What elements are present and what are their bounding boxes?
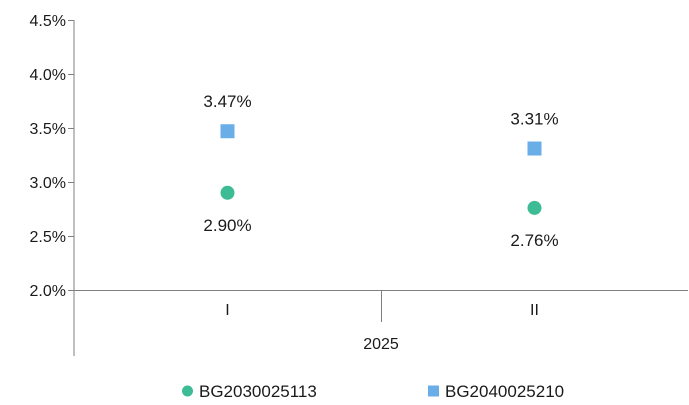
data-label: 2.90% <box>203 216 251 235</box>
data-point <box>527 200 542 215</box>
data-point <box>527 141 542 156</box>
legend-item: BG2040025210 <box>428 382 564 401</box>
y-tick-label: 4.5% <box>30 13 66 30</box>
data-point <box>220 124 235 139</box>
y-tick-label: 4.0% <box>30 67 66 84</box>
data-label: 3.31% <box>510 110 558 129</box>
data-point <box>220 185 235 200</box>
y-tick-label: 3.0% <box>30 175 66 192</box>
y-tick-label: 2.0% <box>30 283 66 300</box>
data-label: 3.47% <box>203 92 251 111</box>
x-group-label: 2025 <box>363 336 399 353</box>
legend: BG2030025113 BG2040025210 <box>182 382 564 401</box>
data-label: 2.76% <box>510 231 558 250</box>
x-category-label: I <box>225 302 229 319</box>
legend-label: BG2040025210 <box>445 382 564 401</box>
legend-marker <box>428 385 439 397</box>
y-tick-label: 3.5% <box>30 121 66 138</box>
x-category-label: II <box>530 302 539 319</box>
legend-marker <box>182 385 193 397</box>
series-BG2030025113: 2.90% 2.76% <box>203 185 559 250</box>
y-axis: 2.0% 2.5% 3.0% 3.5% 4.0% 4.5% <box>30 13 75 356</box>
series-BG2040025210: 3.47% 3.31% <box>203 92 559 156</box>
series-layer: 2.90% 2.76% 3.47% 3.31% <box>203 92 558 250</box>
legend-label: BG2030025113 <box>199 382 317 401</box>
legend-item: BG2030025113 <box>182 382 317 401</box>
y-tick-label: 2.5% <box>30 229 66 246</box>
